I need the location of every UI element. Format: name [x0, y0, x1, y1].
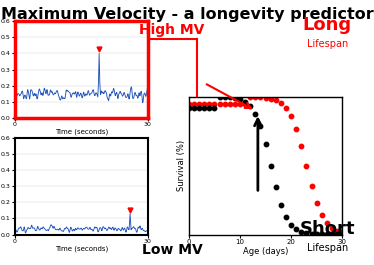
Y-axis label: Survival (%): Survival (%): [177, 140, 186, 191]
Text: Low MV: Low MV: [142, 244, 202, 257]
X-axis label: Age (days): Age (days): [243, 248, 288, 257]
Text: Lifespan: Lifespan: [307, 39, 348, 49]
X-axis label: Time (seconds): Time (seconds): [55, 129, 108, 135]
Text: Long: Long: [303, 16, 352, 34]
Text: Lifespan: Lifespan: [307, 243, 348, 253]
Text: Short: Short: [300, 220, 355, 238]
X-axis label: Time (seconds): Time (seconds): [55, 245, 108, 251]
Text: Maximum Velocity - a longevity predictor: Maximum Velocity - a longevity predictor: [1, 7, 373, 22]
Text: High MV: High MV: [140, 24, 205, 37]
